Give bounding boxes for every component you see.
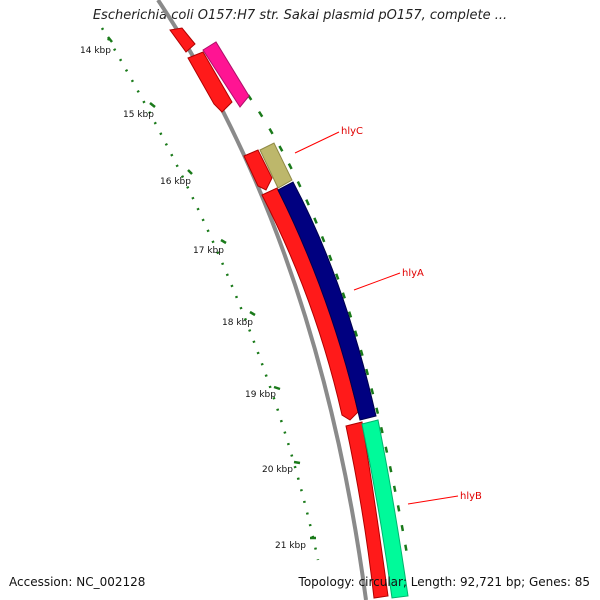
tick-label-21: 21 kbp xyxy=(275,541,306,551)
tick-mark-20 xyxy=(293,460,301,465)
reverse-strand-features xyxy=(202,41,409,599)
tick-mark-19 xyxy=(273,385,281,391)
gene-red-top xyxy=(169,27,196,53)
tick-label-15: 15 kbp xyxy=(123,110,154,120)
tick-label-19: 19 kbp xyxy=(245,390,276,400)
tick-label-16: 16 kbp xyxy=(160,177,191,187)
tick-label-17: 17 kbp xyxy=(193,246,224,256)
topology-label: Topology: circular; Length: 92,721 bp; G… xyxy=(298,575,590,589)
gene-hlyA xyxy=(277,181,377,421)
gene-label-hlyA[interactable]: hlyA xyxy=(402,268,424,279)
tick-mark-17 xyxy=(220,238,227,245)
tick-mark-14 xyxy=(107,36,113,43)
gene-red-bottom xyxy=(345,421,389,599)
gene-label-hlyB[interactable]: hlyB xyxy=(460,491,482,502)
tick-label-14: 14 kbp xyxy=(80,46,111,56)
gene-red-16kbp xyxy=(243,149,273,191)
gene-hlyC xyxy=(259,142,293,189)
tick-mark-16 xyxy=(187,169,193,175)
tick-label-20: 20 kbp xyxy=(262,465,293,475)
ruler-dots xyxy=(100,27,320,561)
tick-label-18: 18 kbp xyxy=(222,318,253,328)
forward-strand-features xyxy=(169,27,389,599)
accession-label: Accession: NC_002128 xyxy=(9,575,146,589)
gene-red-14kbp xyxy=(187,51,233,113)
leader-line-hlyC xyxy=(294,131,340,154)
gene-pink xyxy=(202,41,250,108)
tick-mark-18 xyxy=(249,310,256,317)
leader-line-hlyA xyxy=(353,272,401,291)
gene-label-hlyC[interactable]: hlyC xyxy=(341,126,363,137)
tick-mark-15 xyxy=(149,102,156,108)
gene-hlyB xyxy=(361,419,409,599)
ruler-major-ticks xyxy=(107,36,316,540)
map-title: Escherichia coli O157:H7 str. Sakai plas… xyxy=(92,8,508,23)
leader-line-hlyB xyxy=(407,495,459,505)
